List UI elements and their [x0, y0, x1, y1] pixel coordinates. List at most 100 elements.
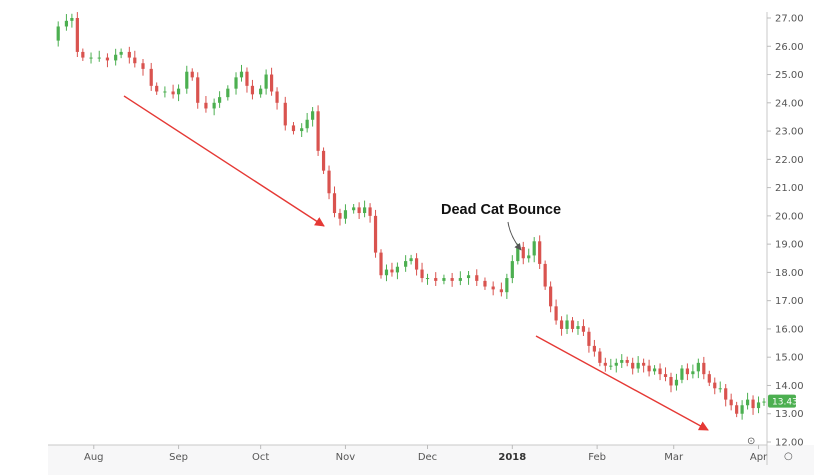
y-tick-label: 18.00 — [775, 268, 804, 279]
candle — [559, 316, 564, 336]
candle — [751, 395, 755, 415]
candle — [149, 62, 153, 91]
x-tick-label: Sep — [169, 452, 188, 463]
candle — [404, 255, 408, 272]
candle — [75, 12, 79, 58]
candle — [652, 365, 657, 375]
y-tick-label: 15.00 — [775, 353, 804, 364]
candle — [674, 373, 679, 391]
candle — [680, 365, 684, 384]
candle — [450, 272, 454, 287]
candle — [538, 235, 542, 270]
x-tick-label: 2018 — [498, 452, 526, 463]
candle — [735, 401, 739, 418]
candle — [127, 46, 131, 64]
x-tick-label: Aug — [84, 452, 104, 463]
candle — [305, 112, 309, 133]
candle — [368, 203, 372, 223]
y-tick-label: 26.00 — [775, 42, 804, 53]
candle — [663, 367, 668, 382]
candle — [414, 253, 419, 276]
candle — [321, 147, 326, 175]
candle — [89, 52, 93, 64]
candle — [625, 356, 629, 367]
y-tick-label: 23.00 — [775, 127, 804, 138]
x-tick-label: Oct — [252, 452, 269, 463]
candle — [658, 363, 662, 381]
y-tick-label: 24.00 — [775, 98, 804, 109]
candle — [114, 48, 118, 66]
x-tick-label: Apr — [750, 452, 768, 463]
candle — [239, 64, 244, 82]
downtrend-arrow-2 — [535, 335, 709, 431]
candle — [259, 85, 263, 98]
candle — [343, 204, 348, 224]
chart-settings-icon[interactable]: ○ — [784, 451, 793, 462]
candle — [543, 260, 547, 290]
candle — [218, 91, 222, 108]
candle — [327, 165, 331, 200]
candle — [196, 72, 200, 109]
candle — [171, 84, 175, 99]
candle — [713, 377, 717, 395]
x-tick-label: Nov — [336, 452, 356, 463]
candle — [729, 393, 733, 411]
candle — [521, 241, 525, 265]
candle — [420, 262, 424, 283]
candle — [97, 50, 101, 62]
candle — [609, 358, 613, 370]
y-tick-label: 21.00 — [775, 183, 804, 194]
x-axis: Aug Sep Oct Nov Dec 2018 Feb Mar Apr — [84, 445, 768, 463]
candle — [499, 282, 503, 297]
reset-scale-icon[interactable]: ⊙ — [747, 436, 755, 447]
candle — [466, 270, 471, 285]
x-tick-label: Mar — [664, 452, 684, 463]
x-tick-label: Dec — [418, 452, 437, 463]
y-tick-label: 17.00 — [775, 296, 804, 307]
candle — [549, 281, 553, 313]
candle — [390, 262, 394, 277]
y-tick-label: 16.00 — [775, 324, 804, 335]
candle — [81, 48, 85, 61]
candle — [483, 277, 487, 290]
candle — [587, 327, 591, 353]
candle — [352, 203, 356, 214]
candle — [409, 254, 413, 265]
y-tick-label: 19.00 — [775, 240, 804, 251]
candle — [300, 123, 304, 138]
candle — [724, 384, 728, 407]
candle — [603, 357, 607, 372]
candle — [264, 69, 268, 95]
candle — [332, 186, 337, 218]
candle — [576, 321, 580, 335]
candle — [105, 53, 110, 68]
candle — [475, 269, 479, 286]
candle — [532, 237, 536, 263]
candle — [283, 96, 287, 131]
downtrend-arrow-1 — [123, 95, 325, 227]
candle — [357, 202, 361, 219]
candle — [291, 122, 296, 135]
y-tick-label: 20.00 — [775, 211, 804, 222]
candle — [141, 58, 145, 76]
candle — [185, 65, 189, 94]
candle — [458, 271, 462, 286]
candle — [527, 248, 531, 263]
candle — [702, 356, 706, 380]
candle — [620, 354, 624, 368]
candle — [642, 358, 646, 373]
x-tick-label: Feb — [588, 452, 606, 463]
candle — [505, 273, 509, 299]
candle — [245, 67, 249, 93]
candle — [510, 255, 514, 284]
candle — [570, 317, 575, 333]
y-tick-label: 25.00 — [775, 70, 804, 81]
candle — [565, 314, 569, 335]
candle — [70, 13, 74, 28]
y-tick-label: 12.00 — [775, 438, 804, 449]
candle — [311, 107, 315, 127]
candle — [740, 400, 744, 420]
candle — [669, 372, 673, 393]
candle — [756, 396, 761, 414]
